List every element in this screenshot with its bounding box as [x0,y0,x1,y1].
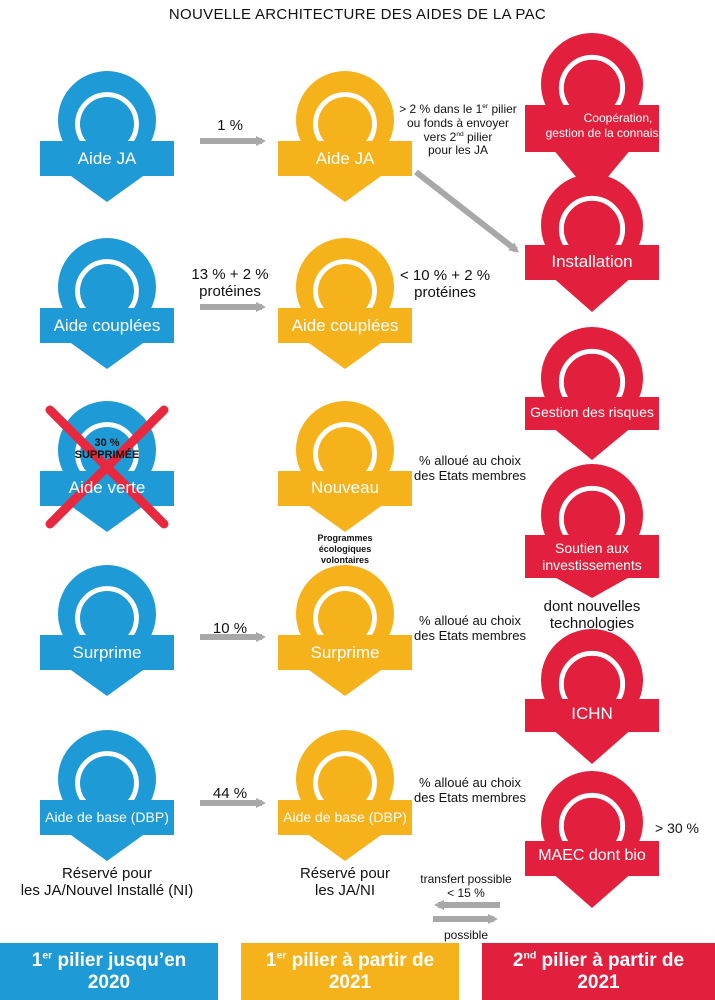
note-ja-line4: pour les JA [427,143,489,158]
badge-surprime-2021 [278,565,412,696]
note-choix-nouveau-line2: des Etats membres [414,467,526,483]
badge-aide-ja-2020 [40,71,174,202]
note-couplees-2021: < 10 % + 2 % protéines [400,267,491,301]
cross-stroke-2 [45,405,169,529]
note-ja-line3: vers 2nd pilier [423,129,493,144]
note-choix-base-line2: des Etats membres [414,789,526,805]
label-ichn: ICHN [571,704,613,723]
badge-cooperation [525,33,659,196]
badge-surprime-2020 [40,565,174,696]
footer-pilier1-2020-line2: 2020 [87,971,131,993]
note-choix-surprime: % alloué au choix des Etats membres [414,613,526,644]
badge-aide-de-base-2020 [40,730,174,861]
footer-pilier2-2021-line1: 2nd pilier à partir de [512,949,685,971]
note-reserve-2021-line1: Réservé pour [299,865,391,882]
note-transfert-line2: < 15 % [447,885,485,900]
footer-pilier2-2021: 2nd pilier à partir de 2021 [482,943,715,1000]
note-couplees-line1: < 10 % + 2 % [400,267,491,284]
note-programmes-ecologiques: Programmes écologiques volontaires [317,533,372,565]
note-techno-line1: dont nouvelles [543,598,641,615]
badge-aide-couplees-2020 [40,238,174,369]
label-cooperation-line1: Coopération, [583,111,653,125]
footer-pilier1-2021-line1: 1er pilier à partir de [265,949,435,971]
label-surprime-2021: Surprime [310,643,380,662]
label-cooperation: Coopération, gestion de la connaissance [546,111,691,141]
label-aide-ja-2021: Aide JA [315,149,375,168]
note-maec-pct: > 30 % [655,820,699,836]
page-title: NOUVELLE ARCHITECTURE DES AIDES DE LA PA… [168,6,547,23]
label-installation: Installation [551,252,633,271]
note-choix-surprime-line1: % alloué au choix [419,613,521,628]
badge-soutien-investissements [525,464,659,598]
badge-installation [525,174,659,312]
note-ja-line1: > 2 % dans le 1er pilier [399,102,517,116]
note-couplees-line2: protéines [414,283,476,301]
note-eco-line2: écologiques [318,543,372,554]
footer-pilier1-2021: 1er pilier à partir de 2021 [241,943,459,1000]
badge-gestion-risques [525,327,659,460]
note-reserve-2020: Réservé pour les JA/Nouvel Installé (NI) [20,865,194,899]
aide-verte-pct: 30 % [94,437,120,449]
label-aide-verte-2020: Aide verte [68,478,146,497]
label-aide-couplees-2020: Aide couplées [53,316,161,335]
label-aide-de-base-2021: Aide de base (DBP) [283,809,407,825]
arrow-label-13pct-line2: protéines [199,282,261,300]
label-surprime-2020: Surprime [72,643,142,662]
note-reserve-2021: Réservé pour les JA/NI [299,865,391,899]
label-soutien-line1: Soutien aux [555,540,629,556]
badge-maec [525,771,659,908]
aide-verte-supprimee: 30 % SUPPRIMÉE [75,437,140,461]
label-nouveau-2021: Nouveau [310,478,380,497]
note-transfert-bottom: possible [443,928,489,942]
label-soutien-line2: investissements [542,556,642,573]
badge-aide-couplees-2021 [278,238,412,369]
note-ja-line2: ou fonds à envoyer [406,115,510,130]
note-reserve-2020-line2: les JA/Nouvel Installé (NI) [20,881,194,899]
note-choix-base-line1: % alloué au choix [419,775,521,790]
note-transfert-line1: transfert possible [420,872,512,886]
arrow-label-44pct: 44 % [212,785,248,802]
arrow-label-13pct: 13 % + 2 % protéines [191,266,269,300]
label-soutien-investissements: Soutien aux investissements [542,540,642,574]
note-transfert-top: transfert possible < 15 % [420,872,512,901]
note-choix-nouveau: % alloué au choix des Etats membres [414,453,526,484]
note-techno-line2: technologies [549,614,635,632]
label-aide-couplees-2021: Aide couplées [291,316,399,335]
footer-pilier1-2021-line2: 2021 [328,971,372,993]
arrow-label-10pct: 10 % [212,620,248,637]
aide-verte-status: SUPPRIMÉE [74,449,140,462]
badge-aide-ja-2021 [278,71,412,202]
note-choix-surprime-line2: des Etats membres [414,627,526,643]
label-cooperation-line2: gestion de la connaissance [545,126,691,140]
note-ja-2021: > 2 % dans le 1er pilier ou fonds à envo… [398,102,518,158]
note-nouvelles-technologies: dont nouvelles technologies [543,598,641,632]
arrow-label-13pct-line1: 13 % + 2 % [191,266,269,283]
label-aide-ja-2020: Aide JA [77,149,137,168]
note-eco-line1: Programmes [317,533,373,543]
label-gestion-risques: Gestion des risques [530,404,654,420]
badge-aide-de-base-2021 [278,730,412,861]
footer-pilier2-2021-line2: 2021 [577,971,620,993]
badge-nouveau-2021 [278,401,412,532]
note-choix-base: % alloué au choix des Etats membres [414,775,526,806]
arrow-ja-to-installation [414,169,520,253]
label-maec: MAEC dont bio [538,847,646,864]
note-reserve-2021-line2: les JA/NI [314,881,376,899]
badge-ichn [525,629,659,764]
cross-mark [45,405,169,529]
footer-pilier1-2020-line1: 1er pilier jusqu’en [31,949,187,971]
note-choix-nouveau-line1: % alloué au choix [419,453,521,468]
label-aide-de-base-2020: Aide de base (DBP) [45,809,169,825]
note-eco-line3: volontaires [320,554,369,565]
footer-pilier1-2020: 1er pilier jusqu’en 2020 [0,943,218,1000]
arrow-label-1pct: 1 % [217,117,243,134]
badge-aide-verte-2020 [40,401,174,532]
note-reserve-2020-line1: Réservé pour [61,865,153,882]
